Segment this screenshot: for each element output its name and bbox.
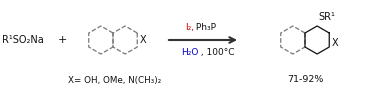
Text: I₂,: I₂, [185, 23, 194, 32]
Text: X: X [140, 35, 147, 45]
Text: H₂O: H₂O [181, 48, 198, 57]
Text: SR¹: SR¹ [318, 12, 335, 22]
Text: , 100°C: , 100°C [198, 48, 234, 57]
Text: +: + [57, 35, 67, 45]
Text: R¹SO₂Na: R¹SO₂Na [2, 35, 44, 45]
Text: 71-92%: 71-92% [287, 76, 323, 85]
Text: X= OH, OMe, N(CH₃)₂: X= OH, OMe, N(CH₃)₂ [68, 76, 161, 85]
Text: X: X [332, 38, 339, 48]
Text: Ph₃P: Ph₃P [193, 23, 216, 32]
